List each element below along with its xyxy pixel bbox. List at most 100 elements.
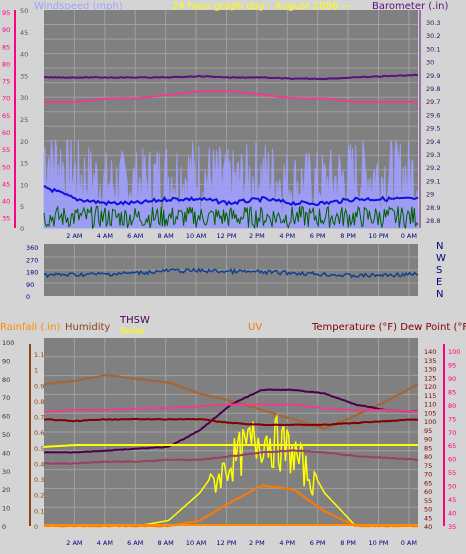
humidity-tick-label: 0.9 [34,382,44,390]
temp-tick-label: 130 [424,366,436,374]
direction-tick-label: 180 [26,269,38,277]
dewpoint-tick-label: 100 [448,348,460,356]
direction-tick-label: 0 [26,293,30,301]
direction-tick-label: 270 [26,256,38,264]
barometer-tick-label: 30 [426,59,434,67]
dewpoint-tick-label: 60 [448,456,456,464]
bottom-ticks: 10090807060504030201001.110.90.80.70.60.… [2,339,460,531]
barometer-tick-label: 29 [426,191,434,199]
wind-direction-series [43,267,419,279]
dewpoint-tick-label: 65 [448,442,456,450]
barometer-tick-label: 29.8 [426,85,440,93]
rain-tick-label: 100 [2,339,14,347]
dewpoint-tick-label: 35 [448,523,456,531]
temp-tick-label: 65 [424,479,432,487]
compass-label: E [436,277,442,288]
mid-series [43,267,419,279]
temp-tick-label: 55 [2,146,10,154]
barometer-tick-label: 30.3 [426,19,440,27]
x-tick-label: 10 PM [369,232,389,240]
x-tick-label: 0 AM [401,539,417,547]
temp-tick-label: 115 [424,392,436,400]
x-tick-label: 2 AM [66,539,82,547]
humidity-tick-label: 0.5 [34,445,44,453]
top-series [43,73,419,230]
wind-tick-label: 45 [20,29,28,37]
barometer-tick-label: 29.1 [426,177,440,185]
temp-tick-label: 110 [424,401,436,409]
wind-tick-label: 20 [20,138,28,146]
temp-tick-label: 120 [424,383,436,391]
barometer-tick-label: 29.5 [426,125,440,133]
x-tick-label: 2 AM [66,232,82,240]
wind-tick-label: 10 [20,181,28,189]
x-tick-label: 6 AM [127,232,143,240]
humidity-tick-label: 1 [34,367,38,375]
temp-tick-label: 85 [2,43,10,51]
compass-label: S [436,265,442,276]
rain-tick-label: 70 [2,394,10,402]
dewpoint-tick-label: 80 [448,402,456,410]
dewpoint-tick-label: 50 [448,483,456,491]
humidity-tick-label: 0.1 [34,507,44,515]
solar-label: Solar [120,326,146,337]
barometer-tick-label: 29.2 [426,164,440,172]
temp-tick-label: 85 [424,444,432,452]
dewpoint-tick-label: 75 [448,415,456,423]
humidity-tick-label: 0.3 [34,476,44,484]
temp-tick-label: 40 [424,523,432,531]
humidity-title: Humidity [65,322,110,333]
wind-tick-label: 25 [20,116,28,124]
temp-tick-label: 40 [2,198,10,206]
rain-tick-label: 50 [2,431,10,439]
x-tick-label: 10 PM [369,539,389,547]
humidity-tick-label: 0.8 [34,398,44,406]
humidity-tick-label: 0.7 [34,414,44,422]
dewpoint-tick-label: 95 [448,361,456,369]
wind-tick-label: 40 [20,51,28,59]
rain-tick-label: 80 [2,376,10,384]
rain-tick-label: 90 [2,357,10,365]
barometer-tick-label: 29.3 [426,151,440,159]
temp-tick-label: 45 [424,514,432,522]
rain-tick-label: 20 [2,486,10,494]
humidity-tick-label: 0.4 [34,460,44,468]
wind-tick-label: 5 [20,203,24,211]
x-tick-label: 12 PM [217,232,237,240]
temp-tick-label: 50 [424,506,432,514]
dewpoint-tick-label: 45 [448,496,456,504]
barometer-tick-label: 28.9 [426,204,440,212]
temp-tick-label: 70 [2,95,10,103]
temp-tick-label: 50 [2,163,10,171]
temp-tick-label: 95 [424,427,432,435]
temp-tick-label: 75 [424,462,432,470]
barometer-tick-label: 30.1 [426,45,440,53]
wind-tick-label: 15 [20,160,28,168]
x-tick-label: 2 PM [249,232,265,240]
barometer-tick-label: 28.8 [426,217,440,225]
x-tick-label: 4 AM [97,539,113,547]
dewpoint-tick-label: 70 [448,429,456,437]
x-tick-label: 6 PM [310,539,326,547]
temp-tick-label: 70 [424,471,432,479]
temp-tick-label: 65 [2,112,10,120]
temp-tick-label: 140 [424,348,436,356]
temp-tick-label: 125 [424,374,436,382]
direction-tick-label: 90 [26,281,34,289]
humidity-tick-label: 1.1 [34,351,44,359]
rain-tick-label: 10 [2,505,10,513]
dewpoint-tick-label: 40 [448,510,456,518]
temp-tick-label: 75 [2,78,10,86]
compass-label: N [436,289,443,300]
barometer-title: Barometer (.in) [372,1,448,12]
bottom-series [43,374,419,528]
compass-label: W [436,253,446,264]
humidity-tick-label: 0 [34,523,38,531]
wind-tick-label: 30 [20,94,28,102]
temp-dew-title: Temperature (°F) Dew Point (°F) [311,322,466,333]
humidity-tick-label: 0.6 [34,429,44,437]
series-4 [43,403,418,414]
wind-tick-label: 0 [20,225,24,233]
